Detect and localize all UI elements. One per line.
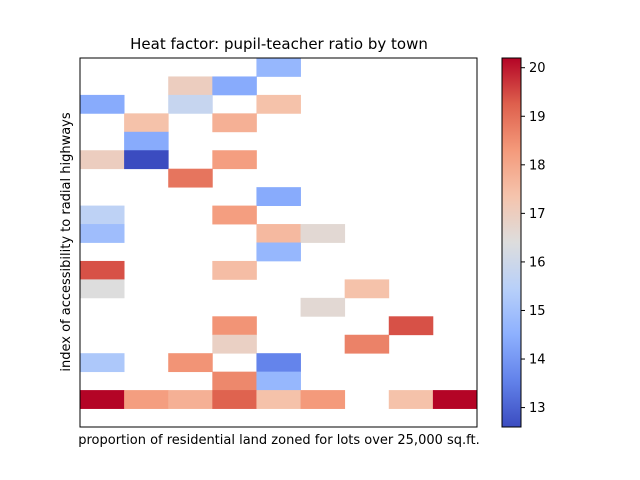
heatmap-cell — [256, 58, 301, 77]
colorbar-tick-label: 19 — [529, 110, 546, 125]
chart-title: Heat factor: pupil-teacher ratio by town — [130, 35, 428, 53]
heatmap-cell — [256, 371, 301, 391]
colorbar-tick-label: 17 — [529, 207, 546, 222]
plot-frame — [79, 57, 478, 428]
heatmap-cell — [300, 390, 346, 409]
colorbar-ticks: 13 14 15 16 17 18 19 20 — [521, 61, 546, 416]
heatmap-cell — [256, 187, 301, 206]
heatmap-cell — [388, 390, 434, 409]
heatmap-cell — [300, 224, 346, 243]
y-axis-label: index of accessibility to radial highway… — [59, 112, 74, 371]
heatmap-cell — [212, 390, 257, 409]
heatmap-cell — [212, 316, 257, 336]
heatmap-cell — [124, 131, 169, 151]
heatmap-cell — [212, 260, 257, 280]
heatmap-cell — [388, 316, 434, 336]
heatmap-cell — [124, 150, 169, 170]
heatmap-cell — [256, 94, 301, 114]
colorbar — [501, 57, 522, 428]
heatmap-cell — [344, 279, 390, 299]
heatmap-cell — [168, 168, 213, 188]
heatmap-cell — [80, 353, 125, 373]
heatmap-cell — [256, 390, 301, 409]
colorbar-tick-label: 14 — [529, 353, 546, 368]
colorbar-tick-label: 13 — [529, 401, 546, 416]
heatmap-cell — [80, 205, 125, 225]
heatmap-cell — [168, 390, 213, 409]
heatmap-cell — [168, 353, 213, 373]
colorbar-tick-label: 18 — [529, 158, 546, 173]
heatmap-cell — [256, 353, 301, 373]
heatmap-cell — [80, 94, 125, 114]
heatmap-cell — [80, 260, 125, 280]
heatmap-cell — [256, 242, 301, 262]
heatmap-cell — [80, 390, 125, 409]
heatmap-cell — [168, 94, 213, 114]
colorbar-tick-label: 15 — [529, 304, 546, 319]
heatmap-cells — [80, 58, 478, 409]
heatmap-cell — [124, 113, 169, 133]
x-axis-label: proportion of residential land zoned for… — [78, 433, 480, 448]
heatmap-cell — [212, 334, 257, 354]
heatmap-cell — [80, 224, 125, 243]
heatmap-cell — [212, 205, 257, 225]
heatmap-cell — [80, 279, 125, 299]
heatmap-cell — [124, 390, 169, 409]
heatmap-cell — [432, 390, 478, 409]
heatmap-cell — [80, 150, 125, 170]
heatmap-cell — [168, 76, 213, 96]
colorbar-tick-label: 20 — [529, 61, 546, 76]
heatmap-cell — [344, 334, 390, 354]
heatmap-cell — [256, 224, 301, 243]
heatmap-cell — [212, 76, 257, 96]
heatmap-cell — [212, 371, 257, 391]
heatmap-cell — [300, 297, 346, 317]
heatmap-cell — [212, 113, 257, 133]
colorbar-tick-label: 16 — [529, 255, 546, 270]
heatmap-cell — [212, 150, 257, 170]
